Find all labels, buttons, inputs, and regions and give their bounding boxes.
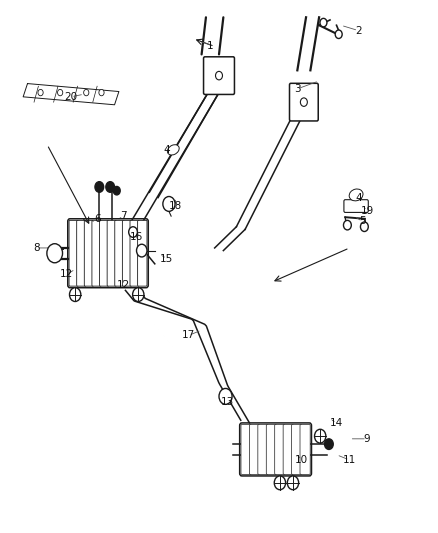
FancyBboxPatch shape [92, 220, 101, 286]
Text: 4: 4 [355, 192, 362, 203]
Circle shape [163, 197, 175, 212]
Circle shape [106, 182, 115, 192]
Circle shape [320, 18, 327, 27]
Text: 14: 14 [330, 418, 343, 428]
FancyBboxPatch shape [107, 220, 117, 286]
Circle shape [274, 476, 286, 490]
FancyBboxPatch shape [204, 57, 234, 94]
FancyBboxPatch shape [69, 220, 78, 286]
Ellipse shape [349, 189, 363, 201]
FancyBboxPatch shape [122, 220, 132, 286]
Circle shape [215, 71, 223, 80]
FancyBboxPatch shape [258, 424, 268, 474]
Circle shape [287, 476, 299, 490]
Circle shape [314, 429, 326, 443]
Text: 9: 9 [364, 434, 370, 444]
FancyBboxPatch shape [249, 424, 260, 474]
Text: 11: 11 [343, 455, 356, 465]
Circle shape [95, 182, 104, 192]
Text: 10: 10 [295, 455, 308, 465]
FancyBboxPatch shape [130, 220, 139, 286]
Text: 17: 17 [182, 330, 195, 341]
FancyBboxPatch shape [344, 200, 368, 213]
Circle shape [47, 244, 63, 263]
Circle shape [137, 244, 147, 257]
Text: 6: 6 [94, 214, 100, 224]
Circle shape [343, 220, 351, 230]
Polygon shape [23, 84, 119, 105]
FancyBboxPatch shape [138, 220, 147, 286]
Circle shape [70, 288, 81, 302]
Circle shape [219, 389, 232, 405]
FancyBboxPatch shape [115, 220, 124, 286]
Circle shape [38, 90, 43, 96]
Circle shape [57, 90, 63, 96]
Circle shape [300, 98, 307, 107]
Circle shape [360, 222, 368, 231]
Ellipse shape [167, 144, 179, 155]
Text: 13: 13 [221, 397, 234, 407]
Circle shape [129, 227, 138, 237]
FancyBboxPatch shape [241, 424, 251, 474]
Text: 1: 1 [207, 42, 214, 52]
FancyBboxPatch shape [84, 220, 94, 286]
Text: 12: 12 [60, 270, 73, 279]
Text: 3: 3 [294, 84, 300, 94]
FancyBboxPatch shape [266, 424, 276, 474]
Text: 19: 19 [360, 206, 374, 216]
Circle shape [113, 187, 120, 195]
Circle shape [325, 439, 333, 449]
Text: 12: 12 [117, 280, 130, 290]
Text: 18: 18 [169, 200, 182, 211]
Circle shape [99, 90, 104, 96]
FancyBboxPatch shape [77, 220, 86, 286]
FancyBboxPatch shape [99, 220, 109, 286]
Text: 4: 4 [163, 145, 170, 155]
FancyBboxPatch shape [283, 424, 293, 474]
Text: 16: 16 [130, 232, 143, 243]
FancyBboxPatch shape [300, 424, 310, 474]
Circle shape [133, 288, 144, 302]
Circle shape [335, 30, 342, 38]
Text: 8: 8 [33, 243, 39, 253]
FancyBboxPatch shape [292, 424, 302, 474]
Circle shape [84, 90, 89, 96]
Text: 7: 7 [120, 211, 127, 221]
Text: 5: 5 [359, 216, 366, 227]
Text: 15: 15 [160, 254, 173, 263]
FancyBboxPatch shape [290, 83, 318, 121]
Text: 20: 20 [64, 92, 78, 102]
FancyBboxPatch shape [275, 424, 285, 474]
Text: 2: 2 [355, 26, 362, 36]
